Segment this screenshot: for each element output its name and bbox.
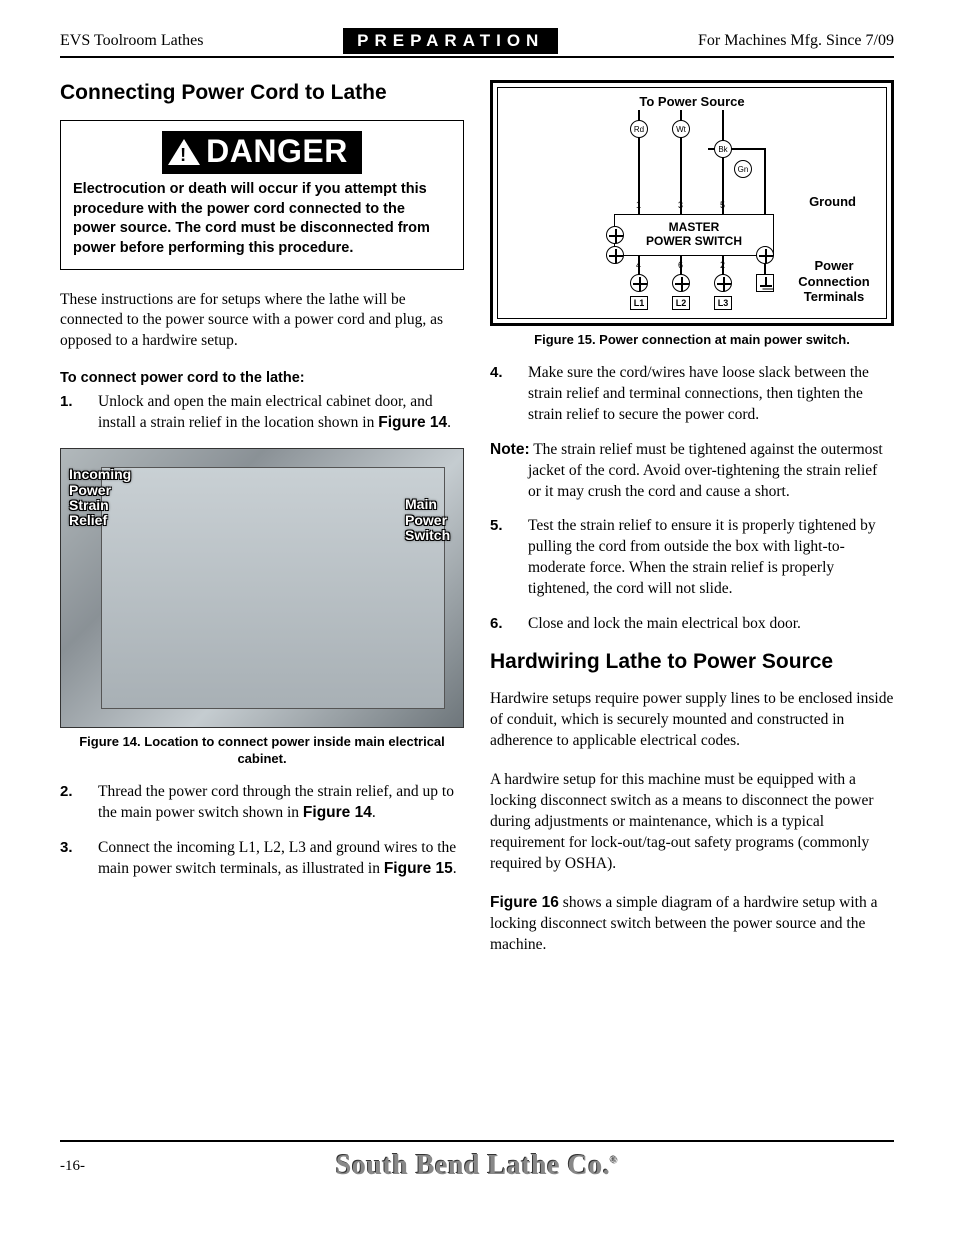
note-paragraph: Note: The strain relief must be tightene… xyxy=(490,440,894,503)
fig14-label-strain-relief: Incoming Power Strain Relief xyxy=(69,467,143,529)
fig15-tbox-l2: L2 xyxy=(672,296,690,310)
right-column: To Power Source Rd Wt Bk Gn 1 3 5 MAST xyxy=(490,80,894,1120)
fig15-screw-left2 xyxy=(606,246,624,264)
steps-list-d: Test the strain relief to ensure it is p… xyxy=(490,516,894,635)
figure-15-caption: Figure 15. Power connection at main powe… xyxy=(490,332,894,349)
steps-list-a: Unlock and open the main electrical cabi… xyxy=(60,392,464,434)
figure-15: To Power Source Rd Wt Bk Gn 1 3 5 MAST xyxy=(490,80,894,349)
fig15-num-3: 3 xyxy=(678,200,683,210)
step-1: Unlock and open the main electrical cabi… xyxy=(60,392,464,434)
fig15-ground-symbol-icon xyxy=(756,274,774,292)
fig15-marker-rd: Rd xyxy=(630,120,648,138)
fig15-term-l3-screw xyxy=(714,274,732,292)
fig15-num-1: 1 xyxy=(636,200,641,210)
hardwire-p1: Hardwire setups require power supply lin… xyxy=(490,689,894,752)
danger-callout: DANGER Electrocution or death will occur… xyxy=(60,120,464,269)
step-3: Connect the incoming L1, L2, L3 and grou… xyxy=(60,838,464,880)
fig15-num-6: 6 xyxy=(678,260,683,270)
header-left: EVS Toolroom Lathes xyxy=(60,32,203,50)
fig15-screw-left xyxy=(606,226,624,244)
header-right: For Machines Mfg. Since 7/09 xyxy=(698,32,894,50)
intro-paragraph: These instructions are for setups where … xyxy=(60,290,464,353)
step-2: Thread the power cord through the strain… xyxy=(60,782,464,824)
page-footer: -16- South Bend Lathe Co.® xyxy=(60,1140,894,1182)
fig15-num-4: 4 xyxy=(636,260,641,270)
fig15-tbox-l1: L1 xyxy=(630,296,648,310)
note-label: Note: xyxy=(490,441,530,458)
fig15-top-label: To Power Source xyxy=(498,94,886,109)
fig15-tbox-l3: L3 xyxy=(714,296,732,310)
step-6: Close and lock the main electrical box d… xyxy=(490,614,894,635)
hardwire-p3: Figure 16 shows a simple diagram of a ha… xyxy=(490,893,894,956)
fig15-marker-gn: Gn xyxy=(734,160,752,178)
hardwire-p2: A hardwire setup for this machine must b… xyxy=(490,770,894,875)
note-text: The strain relief must be tightened agai… xyxy=(528,441,883,500)
procedure-heading: To connect power cord to the lathe: xyxy=(60,370,464,386)
fig15-marker-bk: Bk xyxy=(714,140,732,158)
fig15-switch-box: MASTER POWER SWITCH xyxy=(614,214,774,256)
danger-word: DANGER xyxy=(206,133,348,170)
warning-triangle-icon xyxy=(168,139,200,165)
fig14-label-main-switch: Main Power Switch xyxy=(405,497,459,543)
fig15-num-2: 2 xyxy=(720,260,725,270)
fig15-term-l2-screw xyxy=(672,274,690,292)
fig15-ground-label: Ground xyxy=(809,194,856,209)
step-4: Make sure the cord/wires have loose slac… xyxy=(490,363,894,426)
steps-list-c: Make sure the cord/wires have loose slac… xyxy=(490,363,894,426)
fig15-screw-right xyxy=(756,246,774,264)
two-column-layout: Connecting Power Cord to Lathe DANGER El… xyxy=(60,80,894,1120)
page-header: EVS Toolroom Lathes PREPARATION For Mach… xyxy=(60,28,894,58)
header-center-badge: PREPARATION xyxy=(343,28,558,54)
footer-company-logo: South Bend Lathe Co.® xyxy=(60,1150,894,1182)
danger-banner: DANGER xyxy=(162,131,362,174)
figure-14: Incoming Power Strain Relief Main Power … xyxy=(60,448,464,768)
figure-14-image: Incoming Power Strain Relief Main Power … xyxy=(60,448,464,728)
figure-14-caption: Figure 14. Location to connect power ins… xyxy=(60,734,464,768)
figure-15-diagram: To Power Source Rd Wt Bk Gn 1 3 5 MAST xyxy=(490,80,894,326)
fig15-switch-l2: POWER SWITCH xyxy=(615,235,773,249)
danger-text: Electrocution or death will occur if you… xyxy=(73,180,451,258)
fig15-term-l1-screw xyxy=(630,274,648,292)
figure-15-inner: To Power Source Rd Wt Bk Gn 1 3 5 MAST xyxy=(497,87,887,319)
left-column: Connecting Power Cord to Lathe DANGER El… xyxy=(60,80,464,1120)
heading-hardwiring: Hardwiring Lathe to Power Source xyxy=(490,649,894,675)
fig15-marker-wt: Wt xyxy=(672,120,690,138)
cabinet-panel xyxy=(101,467,445,709)
fig15-power-connection-label: Power Connection Terminals xyxy=(788,258,880,305)
step-5: Test the strain relief to ensure it is p… xyxy=(490,516,894,600)
fig15-num-5: 5 xyxy=(720,200,725,210)
heading-connecting-power: Connecting Power Cord to Lathe xyxy=(60,80,464,106)
steps-list-b: Thread the power cord through the strain… xyxy=(60,782,464,880)
fig15-switch-l1: MASTER xyxy=(615,221,773,235)
